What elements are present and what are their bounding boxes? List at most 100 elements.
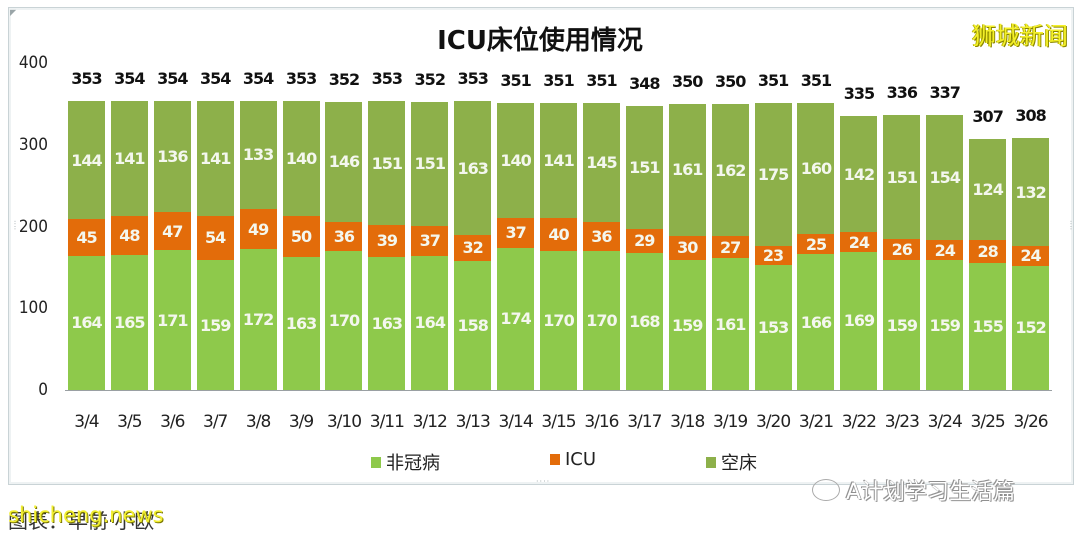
total-label: 308 (1015, 106, 1046, 126)
bar-3-8: 172 49 133 (239, 100, 277, 390)
segment-icu: 54 (196, 215, 234, 261)
segment-empty-bed: 140 (282, 101, 320, 216)
bar-3-17: 168 29 151 (625, 105, 663, 390)
segment-empty-bed: 175 (754, 103, 792, 247)
total-label: 351 (543, 71, 574, 91)
segment-non-covid: 159 (883, 260, 921, 390)
legend-label: ICU (565, 449, 597, 470)
segment-empty-bed: 151 (411, 102, 449, 226)
x-tick: 3/10 (326, 412, 362, 432)
segment-non-covid: 168 (625, 252, 663, 390)
bar-3-16: 170 36 145 (582, 103, 620, 390)
segment-empty-bed: 145 (582, 103, 620, 222)
segment-non-covid: 170 (325, 251, 363, 390)
bar-3-11: 163 39 151 (368, 101, 406, 390)
total-label: 352 (414, 70, 446, 90)
total-label: 336 (886, 83, 918, 103)
total-label: 351 (586, 71, 617, 91)
segment-non-covid: 164 (411, 255, 449, 390)
bar-3-26: 152 24 132 (1012, 138, 1050, 390)
total-label: 307 (972, 107, 1003, 127)
site-watermark: shicheng.news (8, 503, 164, 527)
legend-item-icu[interactable]: ICU (550, 449, 596, 470)
wechat-icon (812, 479, 840, 501)
segment-icu: 24 (926, 240, 964, 261)
segment-non-covid: 153 (754, 264, 792, 390)
legend-swatch (706, 456, 716, 468)
segment-non-covid: 163 (368, 256, 406, 390)
segment-non-covid: 170 (582, 251, 620, 390)
x-tick: 3/15 (541, 412, 576, 432)
segment-icu: 24 (840, 232, 878, 252)
total-label: 354 (114, 68, 145, 88)
segment-empty-bed: 160 (797, 103, 835, 234)
bar-3-13: 158 32 163 (454, 101, 492, 390)
wechat-account: A计划学习生活篇 (846, 480, 1016, 505)
x-tick: 3/25 (970, 412, 1006, 432)
segment-non-covid: 158 (454, 260, 492, 390)
x-tick: 3/21 (798, 412, 834, 432)
segment-empty-bed: 141 (540, 103, 577, 219)
segment-icu: 36 (325, 221, 363, 252)
x-tick: 3/26 (1013, 412, 1048, 432)
x-tick: 3/6 (160, 412, 185, 432)
total-label: 351 (500, 71, 531, 91)
segment-non-covid: 174 (497, 247, 535, 390)
x-tick: 3/20 (755, 412, 791, 432)
resize-handle-left[interactable]: ···· (10, 220, 19, 231)
y-tick: 0 (38, 380, 48, 400)
bar-3-10: 170 36 146 (325, 102, 363, 390)
segment-empty-bed: 151 (368, 101, 406, 225)
segment-empty-bed: 151 (625, 105, 663, 229)
legend-label: 非冠病 (386, 453, 440, 474)
plot-area: 164 45 144 165 48 141 171 47 136 159 54 141 172 49 133… (65, 63, 1052, 390)
resize-handle-top-left[interactable]: ◤ (10, 8, 17, 17)
x-tick: 3/11 (369, 412, 405, 432)
segment-icu: 26 (883, 238, 921, 261)
total-label: 354 (157, 68, 188, 88)
segment-non-covid: 152 (1012, 265, 1050, 390)
legend-item-empty-bed[interactable]: 空床 (706, 449, 757, 475)
total-label: 351 (757, 71, 789, 91)
y-tick: 300 (18, 135, 48, 155)
segment-non-covid: 155 (969, 263, 1007, 390)
y-tick: 100 (18, 298, 48, 318)
segment-icu: 28 (969, 240, 1007, 264)
segment-non-covid: 161 (711, 258, 749, 390)
bar-3-21: 166 25 160 (797, 103, 835, 390)
x-tick: 3/17 (627, 412, 662, 432)
x-axis-line (65, 390, 1052, 391)
segment-empty-bed: 162 (711, 103, 749, 237)
wechat-watermark: A计划学习生活篇 (812, 474, 1015, 506)
total-label: 352 (328, 70, 360, 90)
segment-non-covid: 171 (153, 250, 191, 390)
segment-icu: 36 (582, 221, 620, 252)
total-label: 348 (629, 73, 660, 93)
y-tick: 400 (18, 53, 48, 73)
resize-handle-bottom[interactable]: ···· (536, 477, 551, 486)
legend-item-non-covid[interactable]: 非冠病 (371, 449, 440, 475)
x-tick: 3/19 (713, 412, 748, 432)
segment-empty-bed: 136 (153, 100, 191, 212)
segment-empty-bed: 141 (110, 100, 148, 216)
x-tick: 3/7 (203, 412, 228, 432)
x-tick: 3/22 (841, 412, 877, 432)
segment-icu: 23 (754, 246, 792, 265)
segment-non-covid: 166 (797, 254, 835, 390)
segment-non-covid: 159 (926, 260, 964, 390)
segment-empty-bed: 133 (239, 100, 277, 210)
source-caption: 图表：早前·小欧 shicheng.news (8, 503, 164, 534)
total-label: 354 (199, 68, 231, 88)
segment-empty-bed: 154 (926, 114, 964, 241)
segment-icu: 48 (110, 215, 148, 256)
segment-icu: 49 (239, 209, 277, 250)
resize-handle-right[interactable]: ···· (1066, 220, 1075, 231)
x-tick: 3/24 (927, 412, 963, 432)
x-tick: 3/14 (498, 412, 533, 432)
bar-3-14: 174 37 140 (497, 103, 535, 390)
segment-icu: 37 (497, 217, 535, 248)
segment-non-covid: 159 (196, 260, 234, 390)
x-tick: 3/13 (455, 412, 491, 432)
legend-swatch (550, 454, 560, 465)
bar-3-25: 155 28 124 (969, 139, 1007, 390)
